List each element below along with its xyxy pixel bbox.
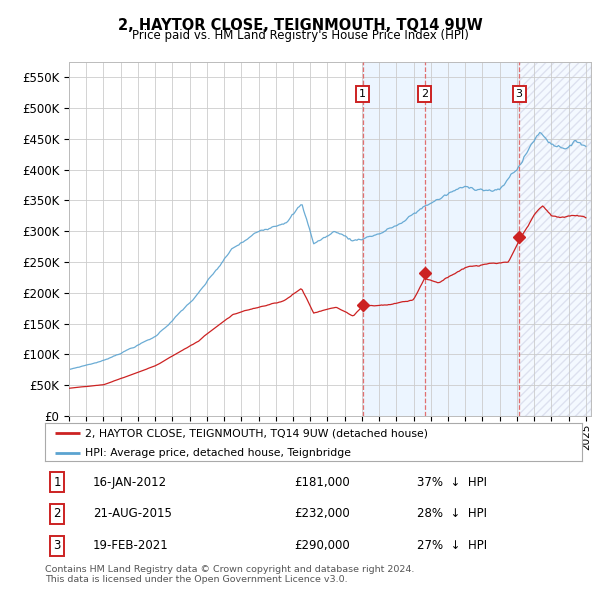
Text: 21-AUG-2015: 21-AUG-2015: [93, 507, 172, 520]
Text: Price paid vs. HM Land Registry's House Price Index (HPI): Price paid vs. HM Land Registry's House …: [131, 30, 469, 42]
Text: 3: 3: [515, 89, 523, 99]
Text: 28%  ↓  HPI: 28% ↓ HPI: [417, 507, 487, 520]
Text: £232,000: £232,000: [294, 507, 350, 520]
Text: Contains HM Land Registry data © Crown copyright and database right 2024.
This d: Contains HM Land Registry data © Crown c…: [45, 565, 415, 584]
Text: 19-FEB-2021: 19-FEB-2021: [93, 539, 169, 552]
Text: 37%  ↓  HPI: 37% ↓ HPI: [417, 476, 487, 489]
Text: 2, HAYTOR CLOSE, TEIGNMOUTH, TQ14 9UW (detached house): 2, HAYTOR CLOSE, TEIGNMOUTH, TQ14 9UW (d…: [85, 428, 428, 438]
Text: 3: 3: [53, 539, 61, 552]
Text: 2, HAYTOR CLOSE, TEIGNMOUTH, TQ14 9UW: 2, HAYTOR CLOSE, TEIGNMOUTH, TQ14 9UW: [118, 18, 482, 32]
Text: 2: 2: [421, 89, 428, 99]
Text: 2: 2: [53, 507, 61, 520]
Text: 1: 1: [53, 476, 61, 489]
Text: 27%  ↓  HPI: 27% ↓ HPI: [417, 539, 487, 552]
Text: £181,000: £181,000: [294, 476, 350, 489]
Text: 16-JAN-2012: 16-JAN-2012: [93, 476, 167, 489]
Text: HPI: Average price, detached house, Teignbridge: HPI: Average price, detached house, Teig…: [85, 448, 351, 458]
Text: 1: 1: [359, 89, 366, 99]
Text: £290,000: £290,000: [294, 539, 350, 552]
Bar: [362, 62, 519, 416]
Bar: [519, 62, 591, 416]
